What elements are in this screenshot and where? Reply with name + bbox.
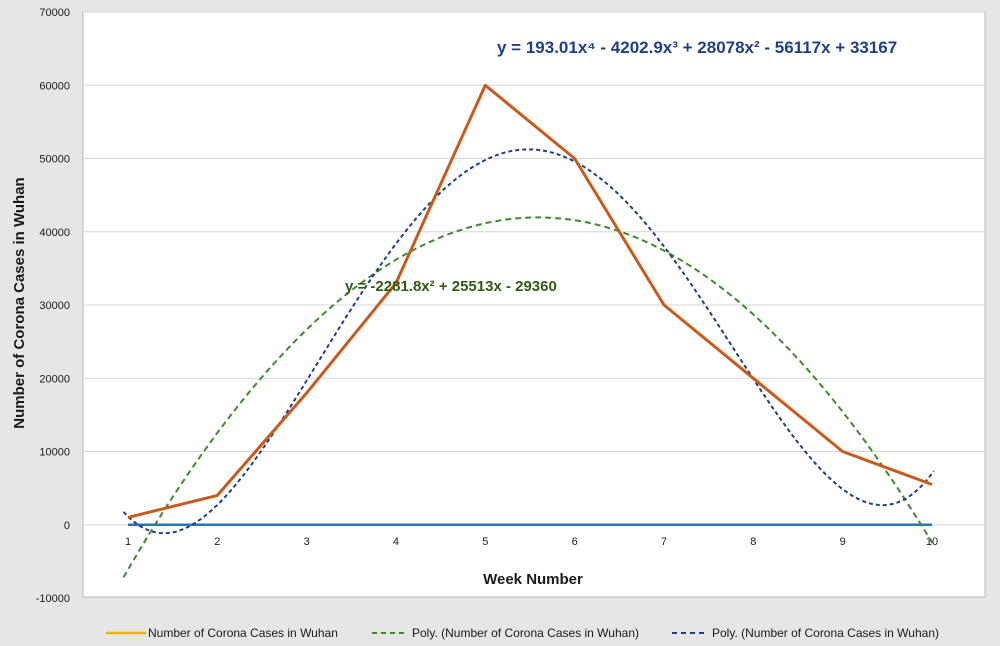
legend: Number of Corona Cases in Wuhan Poly. (N…	[106, 626, 939, 640]
x-tick-label: 1	[125, 536, 131, 548]
y-tick-label: 40000	[39, 227, 70, 239]
legend-label-quadratic: Poly. (Number of Corona Cases in Wuhan)	[412, 626, 639, 640]
x-tick-label: 8	[750, 536, 756, 548]
y-tick-label: 0	[64, 520, 70, 532]
legend-label-quartic: Poly. (Number of Corona Cases in Wuhan)	[712, 626, 939, 640]
x-tick-label: 6	[572, 536, 578, 548]
x-axis-ticks: 1 2 3 4 5 6 7 8 9 10	[125, 536, 938, 548]
y-tick-label: 70000	[39, 7, 70, 19]
x-tick-label: 7	[661, 536, 667, 548]
y-axis-ticks: -10000 0 10000 20000 30000 40000 50000 60000 700…	[36, 7, 70, 605]
x-tick-label: 2	[214, 536, 220, 548]
x-tick-label: 5	[482, 536, 488, 548]
x-tick-label: 3	[304, 536, 310, 548]
x-axis-title: Week Number	[483, 571, 583, 588]
trendline-quadratic	[122, 216, 935, 578]
y-axis-title: Number of Corona Cases in Wuhan	[11, 177, 28, 428]
y-tick-label: -10000	[36, 593, 70, 605]
y-tick-label: 50000	[39, 154, 70, 166]
legend-label-data: Number of Corona Cases in Wuhan	[148, 626, 338, 640]
x-tick-label: 9	[840, 536, 846, 548]
trendline-equation-quadratic: y = -2281.8x² + 25513x - 29360	[345, 278, 557, 295]
series-lines	[122, 83, 935, 578]
x-tick-label: 4	[393, 536, 399, 548]
y-tick-label: 30000	[39, 300, 70, 312]
y-tick-label: 60000	[39, 80, 70, 92]
series-line-corona-cases	[127, 83, 933, 519]
y-tick-label: 20000	[39, 373, 70, 385]
trendline-equation-quartic: y = 193.01x⁴ - 4202.9x³ + 28078x² - 5611…	[497, 38, 897, 57]
y-tick-label: 10000	[39, 447, 70, 459]
